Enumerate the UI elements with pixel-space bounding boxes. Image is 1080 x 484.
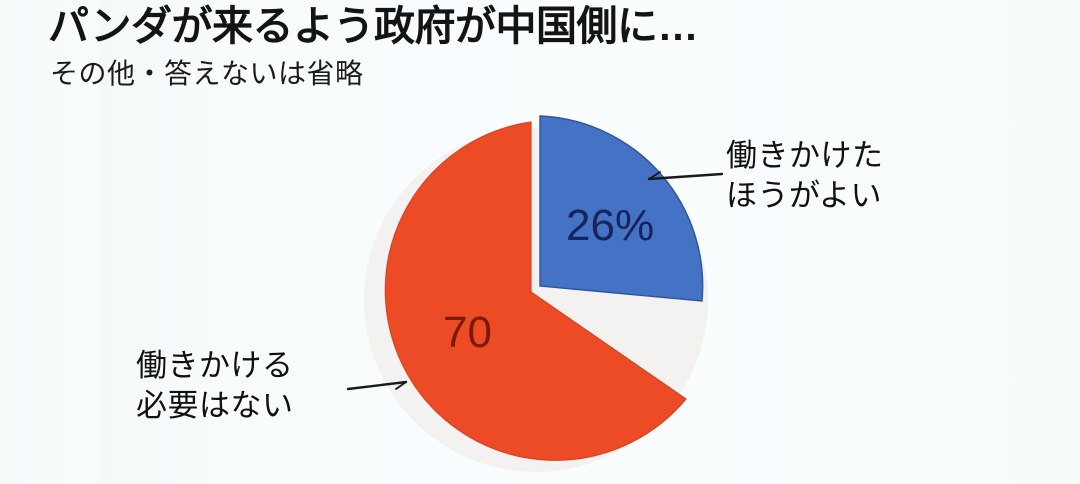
leader-line-orange	[346, 380, 408, 391]
pie-callout-blue: 働きかけた ほうがよい	[726, 136, 884, 216]
leader-tick-orange	[395, 381, 407, 390]
pie-callout-orange-line2: 必要はない	[136, 388, 294, 423]
pie-value-orange: 70	[443, 308, 492, 357]
chart-subtitle: その他・答えないは省略	[50, 58, 364, 89]
pie-slice-blue[interactable]	[539, 115, 704, 302]
leader-line-blue	[647, 172, 724, 181]
page-title: パンダが来るよう政府が中国側に…	[48, 3, 699, 49]
pie-callout-orange: 働きかける 必要はない	[136, 346, 294, 426]
pie-callout-orange-line1: 働きかける	[136, 348, 294, 383]
pie-slice-orange[interactable]	[384, 121, 687, 461]
pie-callout-blue-line1: 働きかけた	[726, 138, 884, 173]
leader-tick-blue	[648, 171, 661, 180]
pie-callout-blue-line2: ほうがよい	[726, 178, 882, 213]
pie-value-blue: 26%	[566, 201, 655, 250]
